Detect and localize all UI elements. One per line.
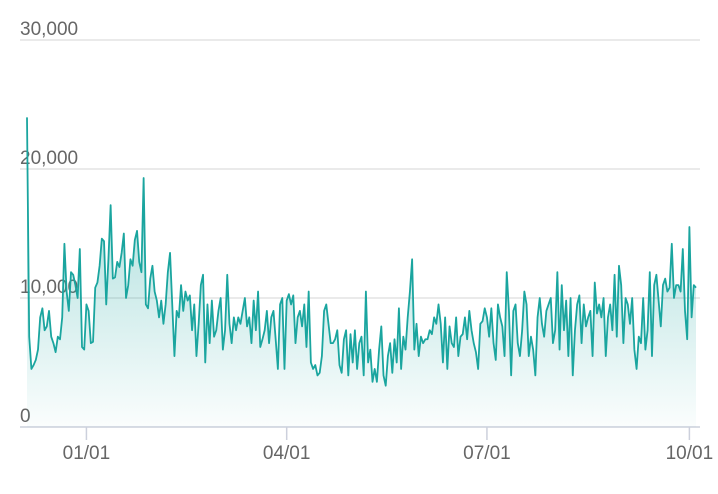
y-tick-label: 0 — [20, 406, 31, 427]
x-tick-label: 10/01 — [666, 443, 714, 464]
y-tick-label: 20,000 — [20, 148, 78, 169]
line — [26, 117, 697, 387]
area — [27, 117, 696, 428]
x-tick-label: 07/01 — [463, 443, 511, 464]
x-tick-label: 01/01 — [63, 443, 111, 464]
y-tick-label: 30,000 — [20, 19, 78, 40]
x-tick-label: 04/01 — [263, 443, 311, 464]
